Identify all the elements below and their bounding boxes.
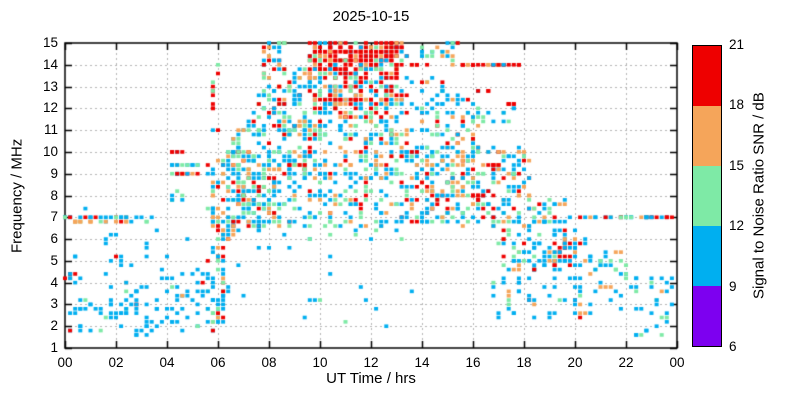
y-tick-label-14: 14 [42,56,58,72]
colorbar-segment-red [693,46,721,106]
colorbar-tick-label-12: 12 [729,218,745,234]
x-tick-label-20-10: 20 [567,355,583,370]
y-tick-label-6: 6 [50,231,58,247]
colorbar [692,45,722,347]
y-tick-label-4: 4 [50,274,58,290]
colorbar-tick-label-6: 6 [729,339,737,354]
y-tick-label-2: 2 [50,318,58,334]
x-tick-label-12-6: 12 [363,355,379,370]
colorbar-title: Signal to Noise Ratio SNR / dB [750,92,768,300]
x-tick-label-10-5: 10 [312,355,328,370]
colorbar-segment-orange [693,106,721,166]
y-tick-label-13: 13 [42,78,58,94]
y-tick-label-3: 3 [50,296,58,312]
x-tick-label-04-2: 04 [159,355,175,370]
x-tick-label-14-7: 14 [414,355,430,370]
y-tick-label-11: 11 [43,122,58,138]
y-axis-title: Frequency / MHz [8,138,26,253]
colorbar-tick-label-21: 21 [729,37,745,52]
colorbar-tick-label-18: 18 [729,97,745,113]
colorbar-tick-label-15: 15 [729,157,745,173]
y-tick-label-9: 9 [50,165,58,181]
colorbar-segment-green [693,166,721,226]
colorbar-tick-label-9: 9 [729,278,737,294]
x-tick-label-06-3: 06 [210,355,226,370]
y-tick-label-12: 12 [42,100,58,116]
y-tick-label-8: 8 [50,187,58,203]
x-tick-label-18-9: 18 [516,355,532,370]
colorbar-segment-purple [693,286,721,346]
x-tick-label-02-1: 02 [108,355,124,370]
x-tick-label-16-8: 16 [465,355,481,370]
x-axis-title: UT Time / hrs [326,370,416,387]
y-tick-label-10: 10 [42,143,58,159]
x-tick-label-00-12: 00 [669,355,685,370]
y-tick-label-7: 7 [50,209,58,225]
x-tick-label-00-0: 00 [57,355,73,370]
x-tick-label-22-11: 22 [618,355,634,370]
colorbar-segment-blue [693,226,721,286]
y-tick-label-5: 5 [50,252,58,268]
y-tick-label-15: 15 [42,35,58,50]
y-tick-label-1: 1 [50,340,58,355]
x-tick-label-08-4: 08 [261,355,277,370]
